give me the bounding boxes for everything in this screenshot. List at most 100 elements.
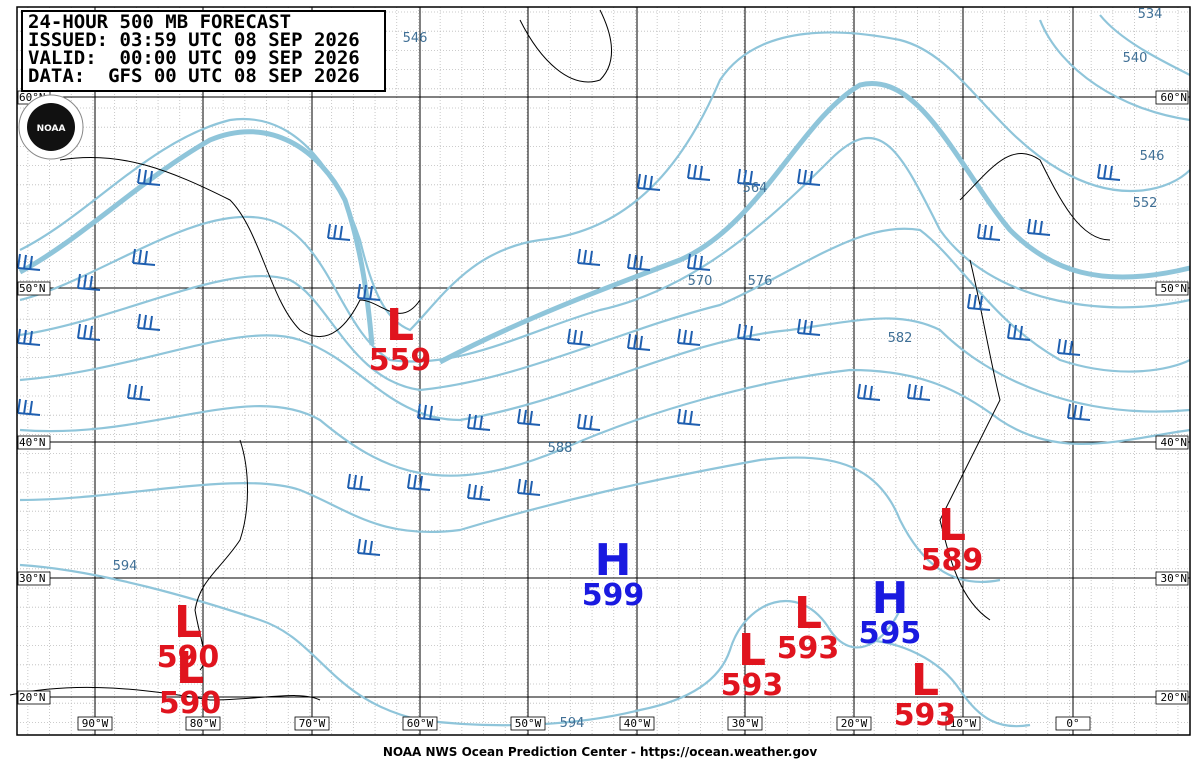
wind-barb bbox=[1097, 163, 1121, 181]
wind-barb bbox=[967, 293, 991, 311]
longitude-label: 30°W bbox=[732, 717, 759, 730]
wind-barb bbox=[357, 283, 381, 301]
contour-label: 546 bbox=[403, 31, 428, 46]
coastline bbox=[519, 9, 613, 83]
label-box bbox=[619, 716, 655, 731]
pressure-symbol: L bbox=[174, 597, 202, 648]
longitude-label: 50°W bbox=[515, 717, 542, 730]
wind-barb bbox=[1067, 403, 1091, 421]
wind-barb bbox=[687, 163, 711, 181]
label-box bbox=[185, 716, 221, 731]
wind-barb bbox=[467, 413, 491, 431]
contour-label: 564 bbox=[743, 181, 768, 196]
contour-label: 570 bbox=[688, 274, 713, 289]
contour bbox=[19, 368, 1191, 477]
longitude-label: 80°W bbox=[190, 717, 217, 730]
label-box bbox=[294, 716, 330, 731]
label-box bbox=[1155, 571, 1189, 586]
coastline bbox=[59, 156, 421, 337]
pressure-value: 589 bbox=[921, 543, 984, 578]
latitude-label: 20°N bbox=[1161, 691, 1188, 704]
wind-barb bbox=[577, 413, 601, 431]
logo-text: NOAA bbox=[37, 124, 66, 134]
label-box bbox=[1155, 435, 1189, 450]
pressure-value: 593 bbox=[721, 668, 784, 703]
label-box bbox=[1155, 90, 1189, 105]
labels: 90°W 80°W 70°W 60°W 50°W 40°W 30°W 20°W 10°W 0° 60… bbox=[17, 7, 1189, 733]
map-frame bbox=[16, 6, 1191, 736]
contour-label: 534 bbox=[1138, 7, 1163, 22]
wind-barb bbox=[797, 168, 821, 186]
header-data: DATA: GFS 00 UTC 08 SEP 2026 bbox=[28, 65, 360, 87]
wind-barb bbox=[137, 168, 161, 186]
pressure-symbol: L bbox=[794, 588, 822, 639]
wind-barb bbox=[737, 323, 761, 341]
pressure-symbol: L bbox=[738, 625, 766, 676]
label-box bbox=[836, 716, 872, 731]
wind-barb bbox=[407, 473, 431, 491]
wind-barb bbox=[132, 248, 156, 266]
contour bbox=[19, 563, 901, 727]
latitude-label: 50°N bbox=[19, 282, 46, 295]
contour bbox=[859, 638, 1031, 728]
wind-barbs bbox=[17, 163, 1121, 556]
label-box bbox=[1155, 281, 1189, 296]
wind-barb bbox=[137, 313, 161, 331]
longitude-label: 70°W bbox=[299, 717, 326, 730]
label-box bbox=[17, 435, 51, 450]
longitude-label: 40°W bbox=[624, 717, 651, 730]
pressure-symbol: L bbox=[386, 300, 414, 351]
pressure-value: 593 bbox=[777, 631, 840, 666]
contour-label: 588 bbox=[548, 441, 573, 456]
wind-barb bbox=[907, 383, 931, 401]
contour-label: 546 bbox=[1140, 149, 1165, 164]
latitude-label: 40°N bbox=[19, 436, 46, 449]
pressure-symbol: H bbox=[595, 535, 632, 586]
label-box bbox=[945, 716, 981, 731]
contour bbox=[19, 137, 1191, 363]
wind-barb bbox=[1007, 323, 1031, 341]
pressure-value: 559 bbox=[369, 343, 432, 378]
coastline bbox=[959, 153, 1111, 241]
label-box bbox=[77, 716, 113, 731]
pressure-value: 593 bbox=[894, 698, 957, 733]
coastline bbox=[939, 259, 1001, 621]
pressure-value: 590 bbox=[157, 640, 220, 675]
wind-barb bbox=[977, 223, 1001, 241]
wind-barb bbox=[517, 408, 541, 426]
pressure-symbol: H bbox=[872, 573, 909, 624]
wind-barb bbox=[1057, 338, 1081, 356]
coastline bbox=[194, 439, 248, 671]
contour bbox=[19, 31, 1191, 332]
contour-label: 582 bbox=[888, 331, 913, 346]
latitude-label: 60°N bbox=[1161, 91, 1188, 104]
wind-barb bbox=[347, 473, 371, 491]
label-box bbox=[17, 690, 51, 705]
wind-barb bbox=[577, 248, 601, 266]
coastline bbox=[9, 686, 321, 701]
wind-barb bbox=[677, 408, 701, 426]
contour-label: 594 bbox=[113, 559, 138, 574]
logo bbox=[27, 103, 75, 151]
header-valid: VALID: 00:00 UTC 09 SEP 2026 bbox=[28, 47, 360, 69]
footer: NOAA NWS Ocean Prediction Center - https… bbox=[383, 745, 817, 759]
wind-barb bbox=[637, 173, 661, 191]
contour bbox=[1099, 14, 1191, 76]
wind-barb bbox=[737, 168, 761, 186]
wind-barb bbox=[627, 333, 651, 351]
label-box bbox=[17, 571, 51, 586]
contour bbox=[1038, 19, 1191, 122]
header-box bbox=[21, 10, 386, 92]
wind-barb bbox=[857, 383, 881, 401]
longitude-label: 10°W bbox=[950, 717, 977, 730]
wind-barb bbox=[687, 253, 711, 271]
pressure-symbol: L bbox=[938, 500, 966, 551]
header-issued: ISSUED: 03:59 UTC 08 SEP 2026 bbox=[28, 29, 360, 51]
label-box bbox=[17, 281, 51, 296]
coastlines bbox=[9, 9, 1111, 701]
wind-barb bbox=[127, 383, 151, 401]
longitude-label: 60°W bbox=[407, 717, 434, 730]
contour bbox=[438, 81, 1191, 365]
label-box bbox=[1055, 716, 1091, 731]
